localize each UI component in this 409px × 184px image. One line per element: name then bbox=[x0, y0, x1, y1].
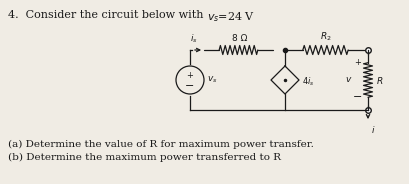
Text: 8 Ω: 8 Ω bbox=[231, 34, 247, 43]
Text: 4.  Consider the circuit below with: 4. Consider the circuit below with bbox=[8, 10, 203, 20]
Text: (b) Determine the maximum power transferred to R: (b) Determine the maximum power transfer… bbox=[8, 153, 280, 162]
Text: +: + bbox=[354, 58, 361, 67]
Text: −: − bbox=[185, 81, 194, 91]
Text: −: − bbox=[353, 92, 362, 102]
Text: $v_s$=24 V: $v_s$=24 V bbox=[207, 10, 254, 24]
Text: $i$: $i$ bbox=[370, 124, 375, 135]
Text: $i_s$: $i_s$ bbox=[189, 33, 197, 45]
Text: (a) Determine the value of R for maximum power transfer.: (a) Determine the value of R for maximum… bbox=[8, 140, 313, 149]
Text: $4i_s$: $4i_s$ bbox=[301, 76, 314, 88]
Text: $R$: $R$ bbox=[375, 75, 382, 86]
Text: +: + bbox=[186, 72, 193, 81]
Text: $v$: $v$ bbox=[344, 75, 351, 84]
Text: $R_2$: $R_2$ bbox=[319, 31, 330, 43]
Text: $v_s$: $v_s$ bbox=[207, 75, 217, 85]
